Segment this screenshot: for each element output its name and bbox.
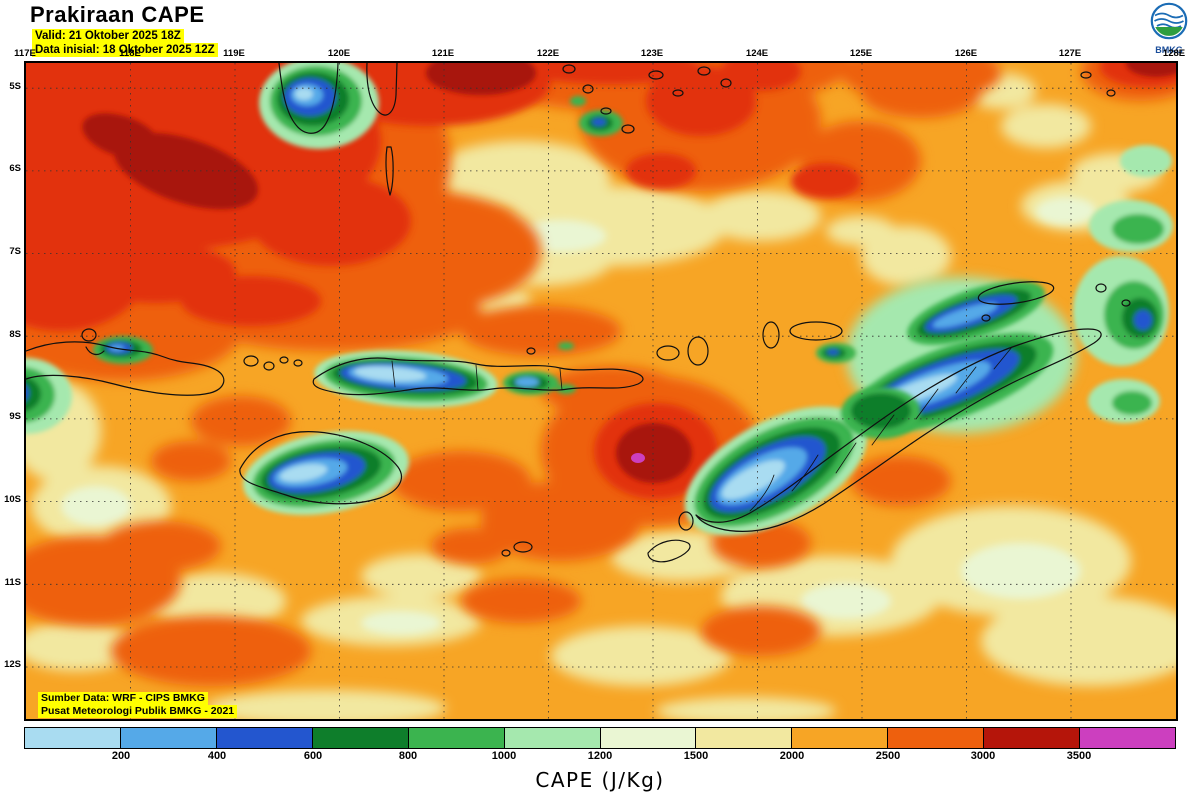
colorbar-tick: 2000	[779, 750, 805, 762]
valid-time-label: Valid: 21 Oktober 2025 18Z	[32, 29, 184, 43]
lon-label: 124E	[745, 48, 769, 59]
colorbar-cell	[696, 728, 793, 748]
publisher-label: Pusat Meteorologi Publik BMKG - 2021	[38, 705, 238, 718]
dark-red-zones	[82, 63, 1176, 483]
bmkg-logo-icon	[1150, 2, 1188, 40]
lon-label: 125E	[849, 48, 873, 59]
colorbar-tick: 1000	[491, 750, 517, 762]
colorbar-tick: 1500	[683, 750, 709, 762]
lon-label: 121E	[431, 48, 455, 59]
colorbar-tick: 3500	[1066, 750, 1092, 762]
colorbar-cell	[792, 728, 889, 748]
lon-label: 120E	[327, 48, 351, 59]
legend-title: CAPE (J/Kg)	[535, 768, 665, 792]
lat-label: 5S	[9, 81, 21, 92]
lon-label: 119E	[223, 48, 245, 59]
bmkg-logo: BMKG	[1146, 2, 1192, 55]
init-time-label: Data inisial: 18 Oktober 2025 12Z	[32, 43, 218, 57]
lon-label: 126E	[954, 48, 978, 59]
lon-label: 122E	[536, 48, 560, 59]
colorbar-tick: 800	[398, 750, 418, 762]
colorbar-tick: 200	[111, 750, 131, 762]
lon-label: 117E	[14, 48, 36, 59]
lat-label: 11S	[4, 577, 21, 588]
lat-label: 10S	[4, 494, 21, 505]
colorbar-cell	[888, 728, 985, 748]
colorbar-tick: 2500	[875, 750, 901, 762]
lat-label: 7S	[9, 246, 21, 257]
lat-label: 9S	[9, 411, 21, 422]
colorbar-tick: 600	[303, 750, 323, 762]
cape-contour-field	[26, 63, 1176, 719]
colorbar-cell	[216, 728, 313, 748]
pale-green-zones	[61, 197, 1096, 635]
lat-label: 6S	[9, 163, 21, 174]
cape-map	[24, 61, 1178, 721]
colorbar-tick: 400	[207, 750, 227, 762]
cape-colorbar	[24, 727, 1176, 749]
lon-label: 123E	[640, 48, 664, 59]
colorbar-cell	[984, 728, 1081, 748]
colorbar-tick: 3000	[970, 750, 996, 762]
lon-label: 128E	[1162, 48, 1186, 59]
lon-label: 127E	[1058, 48, 1082, 59]
colorbar-cell	[504, 728, 601, 748]
colorbar-cell	[600, 728, 697, 748]
colorbar-cell	[120, 728, 217, 748]
bmkg-logo-text: BMKG	[1155, 45, 1183, 55]
colorbar-cell	[312, 728, 409, 748]
colorbar-cell	[25, 728, 121, 748]
data-source-label: Sumber Data: WRF - CIPS BMKG	[38, 692, 208, 705]
page-title: Prakiraan CAPE	[30, 2, 205, 27]
lat-label: 12S	[4, 659, 21, 670]
magenta-extreme-core	[631, 453, 645, 463]
lat-label: 8S	[9, 329, 21, 340]
coastlines	[26, 63, 1131, 563]
colorbar-cell	[1080, 728, 1176, 748]
lon-label: 118E	[119, 48, 141, 59]
colorbar-tick: 1200	[587, 750, 613, 762]
colorbar-cell	[408, 728, 505, 748]
